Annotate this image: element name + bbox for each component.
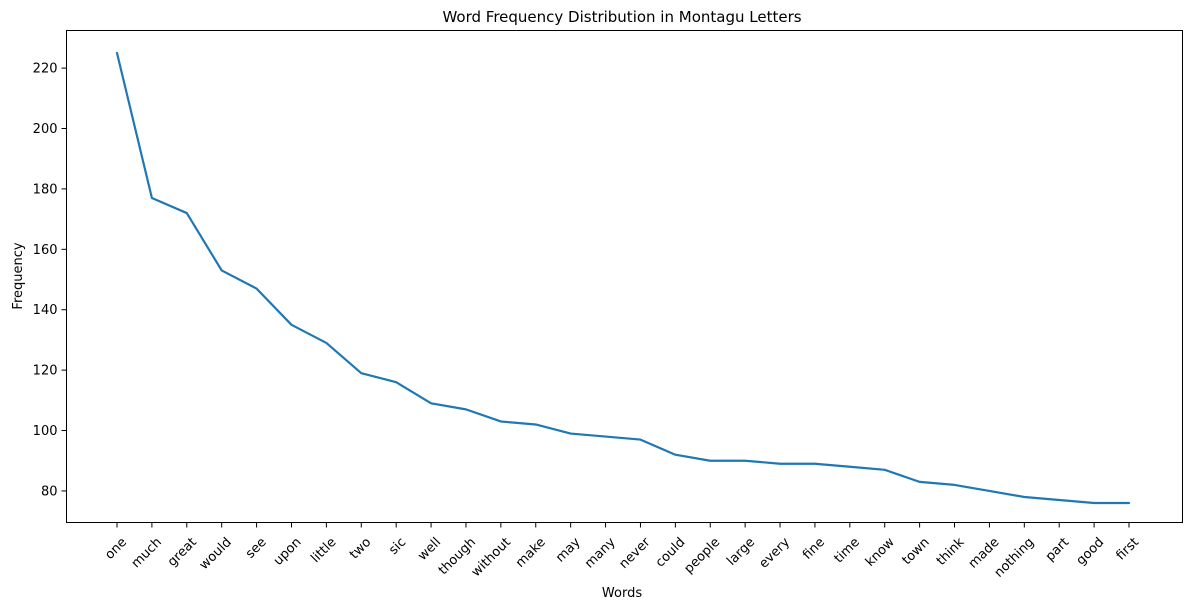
x-tick-label: two — [347, 535, 374, 562]
x-tick-label: fine — [800, 535, 828, 563]
y-axis: 80 100 120 140 160 180 200 220 — [33, 62, 67, 499]
y-axis-label: Frequency — [11, 242, 26, 309]
y-tick-label: 100 — [33, 424, 58, 439]
x-tick-label: great — [165, 535, 200, 570]
x-tick-label: make — [513, 535, 549, 571]
x-tick-label: know — [863, 535, 898, 570]
x-tick-label: well — [415, 535, 444, 564]
x-tick-label: good — [1074, 535, 1108, 569]
x-tick-label: think — [934, 535, 968, 569]
y-tick-label: 200 — [33, 122, 58, 137]
x-tick-label: many — [582, 535, 619, 572]
x-tick-label: much — [129, 535, 165, 571]
x-tick-label: upon — [271, 535, 305, 569]
x-tick-label: would — [197, 535, 235, 573]
x-tick-label: people — [682, 535, 724, 577]
x-tick-label: time — [831, 535, 862, 566]
x-tick-label: never — [617, 534, 654, 571]
x-tick-label: without — [469, 535, 514, 580]
x-tick-label: large — [724, 535, 758, 569]
chart-title: Word Frequency Distribution in Montagu L… — [442, 8, 801, 26]
y-tick-label: 220 — [33, 62, 58, 77]
y-tick-label: 80 — [41, 484, 58, 499]
y-tick-label: 180 — [33, 182, 58, 197]
y-tick-label: 120 — [33, 364, 58, 379]
x-tick-label: town — [899, 535, 932, 568]
x-tick-label: every — [757, 535, 794, 572]
plot-frame — [66, 30, 1183, 523]
x-tick-label: see — [243, 535, 270, 562]
x-tick-label: may — [553, 535, 584, 566]
y-tick-label: 160 — [33, 243, 58, 258]
x-axis-label: Words — [602, 586, 642, 601]
x-tick-label: first — [1113, 535, 1142, 564]
x-tick-label: sic — [386, 535, 409, 558]
x-tick-label: one — [102, 535, 130, 563]
frequency-line — [115, 51, 1131, 505]
x-tick-label: little — [308, 535, 339, 566]
y-tick-label: 140 — [33, 303, 58, 318]
x-tick-label: part — [1043, 535, 1072, 564]
